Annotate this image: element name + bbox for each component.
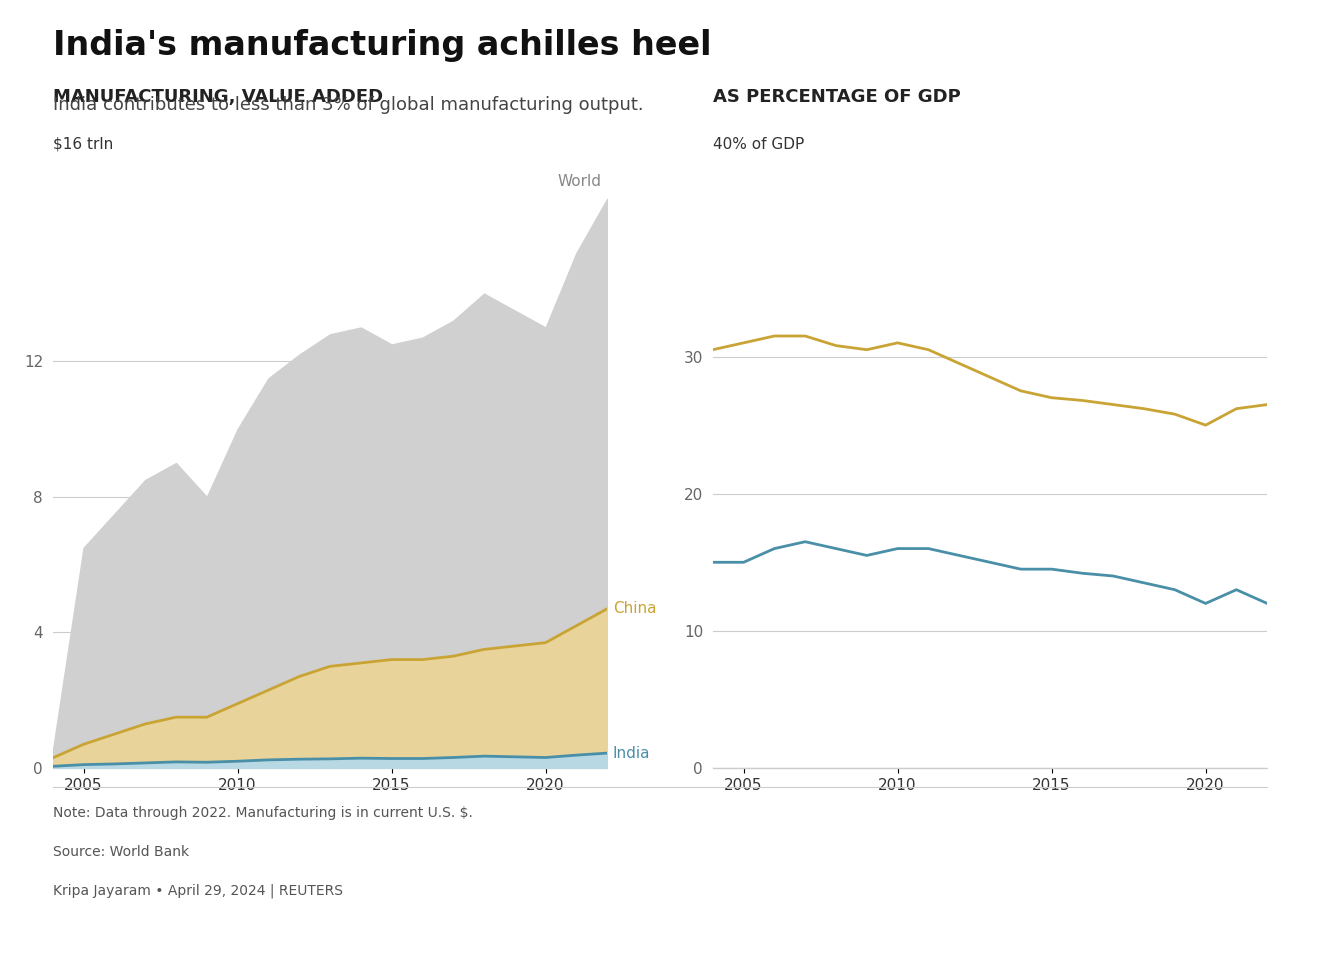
Text: 40% of GDP: 40% of GDP: [713, 136, 804, 152]
Text: AS PERCENTAGE OF GDP: AS PERCENTAGE OF GDP: [713, 88, 961, 107]
Text: Source: World Bank: Source: World Bank: [53, 845, 189, 859]
Text: $16 trln: $16 trln: [53, 136, 114, 152]
Text: Kripa Jayaram • April 29, 2024 | REUTERS: Kripa Jayaram • April 29, 2024 | REUTERS: [53, 883, 343, 898]
Text: World: World: [557, 174, 601, 188]
Text: Note: Data through 2022. Manufacturing is in current U.S. $.: Note: Data through 2022. Manufacturing i…: [53, 806, 473, 821]
Text: China: China: [612, 601, 656, 616]
Text: India: India: [612, 746, 651, 760]
Text: India contributes to less than 3% of global manufacturing output.: India contributes to less than 3% of glo…: [53, 96, 643, 114]
Text: MANUFACTURING, VALUE ADDED: MANUFACTURING, VALUE ADDED: [53, 88, 383, 107]
Text: India's manufacturing achilles heel: India's manufacturing achilles heel: [53, 29, 711, 61]
